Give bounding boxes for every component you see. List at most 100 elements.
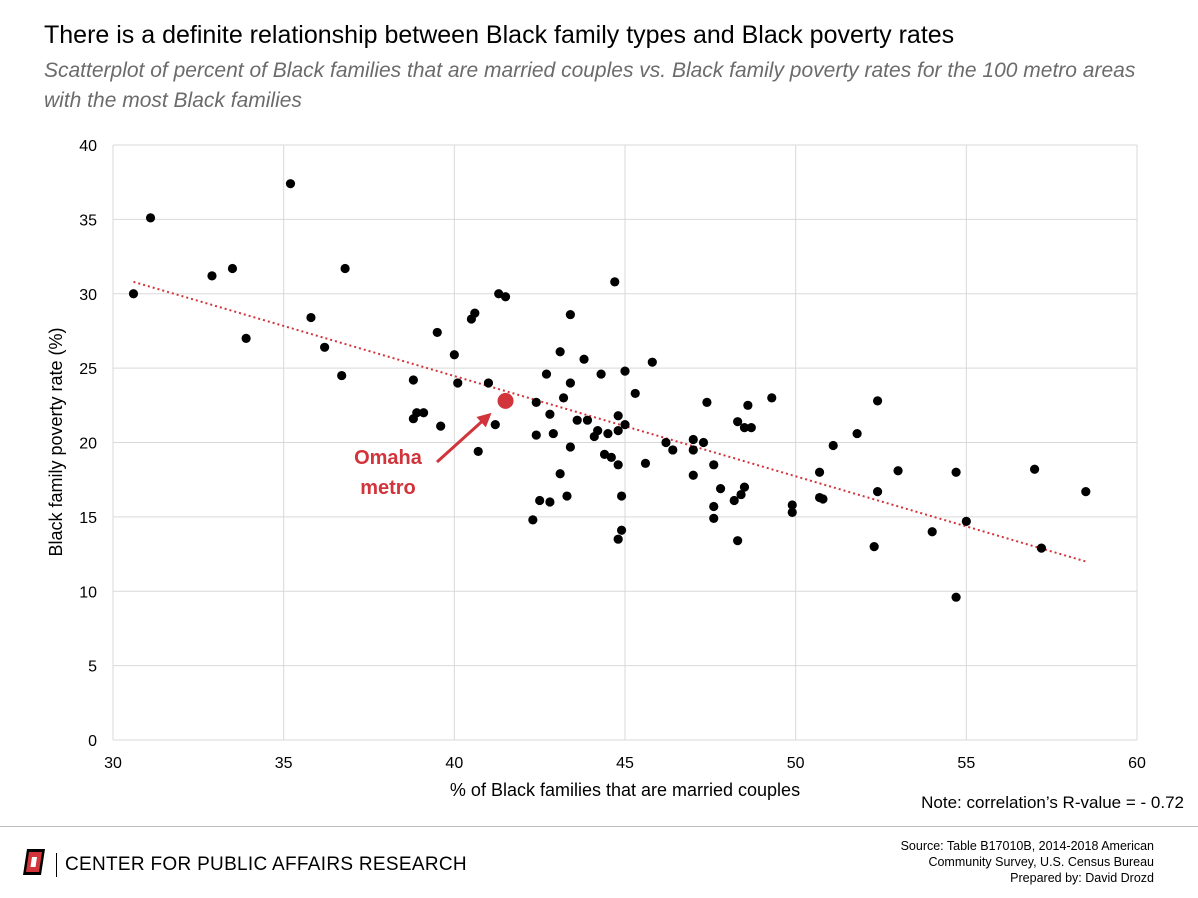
chart-subtitle: Scatterplot of percent of Black families… — [44, 59, 1136, 112]
scatter-point — [709, 501, 719, 512]
scatter-point — [558, 393, 569, 403]
scatter-point — [709, 460, 719, 470]
scatter-point — [739, 482, 750, 492]
scatter-point — [555, 347, 565, 357]
scatter-point — [1036, 543, 1047, 553]
scatter-point — [733, 417, 743, 427]
x-axis-label: % of Black families that are married cou… — [450, 780, 800, 800]
scatter-point — [668, 445, 678, 455]
scatter-point — [729, 495, 739, 506]
scatter-point — [241, 333, 251, 343]
scatter-point — [145, 213, 156, 223]
scatter-point — [528, 515, 538, 525]
scatter-point — [893, 466, 903, 476]
x-tick-label: 40 — [445, 755, 463, 772]
scatter-point — [613, 460, 623, 470]
scatter-point — [709, 513, 719, 523]
scatter-point — [814, 467, 825, 477]
scatter-point — [613, 411, 623, 421]
scatter-point — [739, 423, 750, 433]
x-tick-label: 50 — [787, 755, 805, 772]
scatter-point — [610, 277, 620, 287]
scatter-point — [490, 420, 500, 430]
scatter-point — [531, 430, 541, 440]
scatter-point — [555, 469, 565, 479]
scatter-point — [733, 536, 743, 546]
scatter-point — [320, 342, 330, 352]
scatter-point — [579, 354, 589, 364]
scatter-point — [736, 489, 746, 500]
x-tick-label: 45 — [616, 755, 634, 772]
scatter-point — [951, 467, 961, 477]
scatter-point — [613, 426, 623, 436]
footer-branding: CENTER FOR PUBLIC AFFAIRS RESEARCH — [18, 846, 467, 883]
scatter-point — [432, 327, 442, 338]
y-tick-label: 40 — [79, 138, 97, 155]
scatter-point — [1030, 464, 1040, 474]
omaha-label-line2: metro — [360, 477, 416, 499]
scatter-point — [207, 271, 217, 281]
data-points — [128, 179, 1091, 602]
source-line-2: Community Survey, U.S. Census Bureau — [928, 855, 1154, 869]
scatter-point — [606, 452, 616, 462]
scatter-point — [565, 378, 575, 388]
y-tick-label: 15 — [79, 510, 97, 527]
scatter-point — [128, 289, 139, 299]
scatter-point — [596, 369, 606, 379]
scatter-point — [698, 437, 709, 448]
scatter-point — [746, 423, 756, 433]
source-credit: Source: Table B17010B, 2014-2018 America… — [901, 838, 1154, 886]
scatter-point — [340, 263, 350, 274]
scatter-point — [541, 369, 552, 379]
scatter-point — [227, 263, 238, 274]
scatter-point — [715, 484, 726, 494]
scatter-point — [285, 179, 296, 189]
callout-arrow-head — [476, 412, 492, 428]
scatter-point — [951, 592, 961, 602]
scatter-point — [337, 370, 347, 381]
scatter-point — [412, 408, 422, 418]
scatter-point — [616, 491, 627, 501]
scatter-point — [470, 308, 480, 318]
tick-labels: 0 5 10 15 20 25 30 35 40 30 35 40 45 50 55 60 — [79, 138, 1146, 772]
scatter-point — [449, 350, 459, 360]
scatter-point — [872, 486, 883, 497]
scatter-point — [306, 312, 316, 323]
scatter-point — [828, 440, 838, 451]
university-o-logo-icon — [18, 846, 50, 883]
y-tick-label: 20 — [79, 436, 97, 453]
scatter-point — [787, 507, 797, 518]
scatter-point — [767, 393, 777, 403]
scatter-point — [562, 491, 572, 501]
scatter-point — [593, 426, 603, 436]
scatter-point — [661, 437, 671, 448]
scatter-point — [787, 500, 797, 510]
scatter-point — [500, 292, 511, 302]
x-tick-label: 30 — [104, 755, 122, 772]
scatter-point — [419, 408, 429, 418]
scatter-point — [743, 400, 753, 410]
scatter-point — [702, 397, 712, 407]
scatter-point — [872, 396, 883, 406]
x-tick-label: 60 — [1128, 755, 1146, 772]
scatter-point — [603, 428, 613, 439]
scatter-point — [688, 445, 698, 455]
scatter-point — [852, 428, 862, 439]
scatter-point — [473, 446, 483, 457]
scatter-point — [818, 494, 828, 504]
scatter-point — [565, 309, 575, 320]
org-name: CENTER FOR PUBLIC AFFAIRS RESEARCH — [65, 853, 467, 875]
scatter-point — [869, 542, 879, 552]
y-tick-label: 30 — [79, 287, 97, 304]
y-tick-label: 10 — [79, 584, 97, 601]
scatter-point — [453, 378, 463, 388]
scatter-point — [640, 458, 651, 468]
scatter-point — [483, 378, 494, 388]
scatter-point — [531, 397, 541, 407]
scatter-point — [1081, 486, 1091, 497]
omaha-label-line1: Omaha — [354, 447, 423, 469]
y-axis-label: Black family poverty rate (%) — [46, 327, 66, 556]
y-tick-label: 35 — [79, 212, 97, 229]
scatter-point — [961, 516, 971, 526]
scatter-point — [647, 357, 657, 367]
